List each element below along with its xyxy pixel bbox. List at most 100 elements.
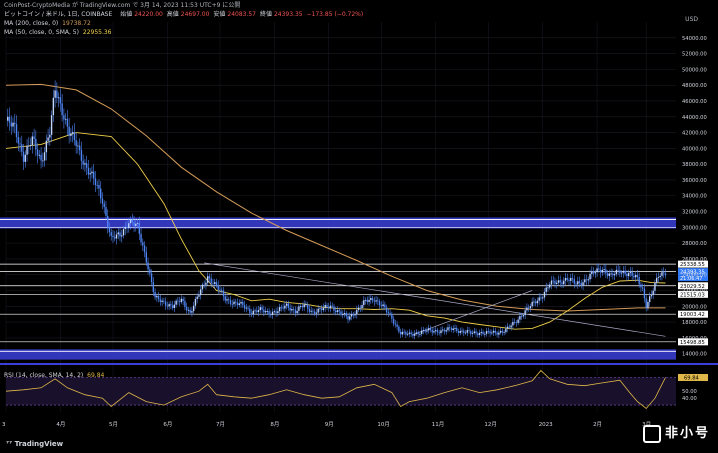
level-tag-bg (678, 310, 708, 318)
candle-body (226, 299, 228, 301)
candle-body (575, 283, 577, 285)
candle-body (40, 154, 42, 161)
x-tick-label: 7月 (216, 421, 225, 428)
rsi-zone (6, 377, 676, 406)
candle-body (559, 280, 561, 283)
tradingview-logo-text: TradingView (14, 440, 64, 448)
candle-body (42, 160, 44, 162)
x-tick-label: 3 (2, 422, 6, 428)
candle-body (612, 273, 614, 276)
candle-body (401, 331, 404, 335)
candle-body (529, 306, 532, 309)
candle-body (191, 311, 193, 313)
candle-body (382, 304, 384, 307)
candle-body (543, 291, 546, 298)
ma50-legend-value: 22955.36 (82, 29, 112, 36)
candle-body (459, 331, 461, 333)
candle-body (287, 303, 290, 308)
close-label: 終値 (259, 11, 272, 18)
publisher-line: CoinPost-CryptoMedia が TradingView.com で… (4, 2, 240, 10)
candle-body (63, 115, 65, 120)
candle-body (371, 298, 374, 301)
candle-body (305, 304, 307, 306)
candle-body (647, 301, 649, 308)
ma50-legend[interactable]: MA (50, close, 0, SMA, 5) 22955.36 (4, 29, 112, 37)
candle-body (633, 275, 635, 278)
candle-body (257, 310, 260, 313)
candle-body (140, 233, 142, 243)
watermark: 非小号 (642, 422, 710, 443)
candle-body (201, 284, 204, 290)
candle-body (157, 295, 160, 300)
candle-body (256, 310, 258, 313)
candle-body (96, 184, 98, 186)
candle-body (463, 330, 465, 333)
x-axis: 3 4月 5月 6月 7月 8月 9月 10月 11月 12月 2023 2月 3月 (2, 421, 651, 428)
candle-body (87, 167, 90, 175)
candle-body (440, 330, 442, 334)
candle-body (322, 307, 325, 311)
candle-body (261, 307, 263, 310)
candle-body (547, 287, 549, 289)
candle-body (131, 219, 133, 223)
candle-body (484, 333, 486, 335)
candle-body (603, 269, 605, 270)
candle-body (66, 118, 69, 127)
candle-body (357, 307, 360, 310)
candle-body (533, 301, 535, 303)
candle-body (180, 298, 183, 303)
candle-body (68, 126, 70, 136)
candle-body (361, 305, 363, 309)
ma200-legend[interactable]: MA (200, close, 0) 19738.72 (4, 20, 91, 28)
candle-body (291, 308, 293, 311)
candle-body (196, 296, 198, 299)
rsi-legend[interactable]: RSI (14, close, SMA, 14, 2) 69.84 (4, 372, 104, 380)
candle-body (368, 299, 370, 302)
candle-body (105, 207, 107, 216)
candle-body (75, 140, 77, 147)
candle-body (610, 273, 612, 275)
y-tick-label: 14000.00 (682, 352, 707, 358)
tradingview-logo[interactable]: ⁷⁷ TradingView (6, 440, 63, 448)
x-tick-label: 10月 (377, 421, 390, 428)
ma200-legend-label: MA (200, close, 0) (4, 20, 59, 27)
candle-body (403, 331, 405, 333)
candle-body (505, 328, 507, 333)
candle-body (443, 329, 446, 332)
candle-body (399, 331, 402, 335)
candle-body (563, 280, 565, 285)
candle-body (556, 282, 558, 284)
candle-body (259, 307, 262, 311)
candle-body (578, 281, 581, 283)
candle-body (77, 145, 79, 147)
candle-body (82, 160, 84, 165)
candle-body (142, 242, 144, 246)
candle-body (29, 145, 32, 146)
candle-body (542, 297, 544, 299)
candle-body (636, 275, 639, 278)
candle-body (19, 143, 21, 145)
candle-body (508, 326, 511, 328)
candle-body (84, 163, 86, 165)
price-band (0, 217, 676, 229)
candle-body (329, 305, 332, 309)
candle-body (594, 272, 597, 274)
candle-body (478, 332, 481, 336)
candle-body (406, 333, 409, 335)
candle-body (427, 328, 430, 331)
candle-body (506, 326, 509, 329)
trendline (412, 290, 533, 336)
candle-body (89, 173, 91, 175)
candle-body (656, 277, 658, 283)
candle-body (122, 229, 125, 236)
countdown-tag: 21:06:47 (680, 276, 702, 282)
candle-body (101, 198, 104, 204)
rsi-legend-value: 69.84 (87, 372, 105, 379)
candle-body (294, 309, 297, 314)
candle-body (117, 232, 119, 235)
trendline (204, 262, 666, 337)
candle-body (491, 332, 493, 334)
candle-body (496, 332, 498, 335)
candle-body (80, 150, 83, 161)
